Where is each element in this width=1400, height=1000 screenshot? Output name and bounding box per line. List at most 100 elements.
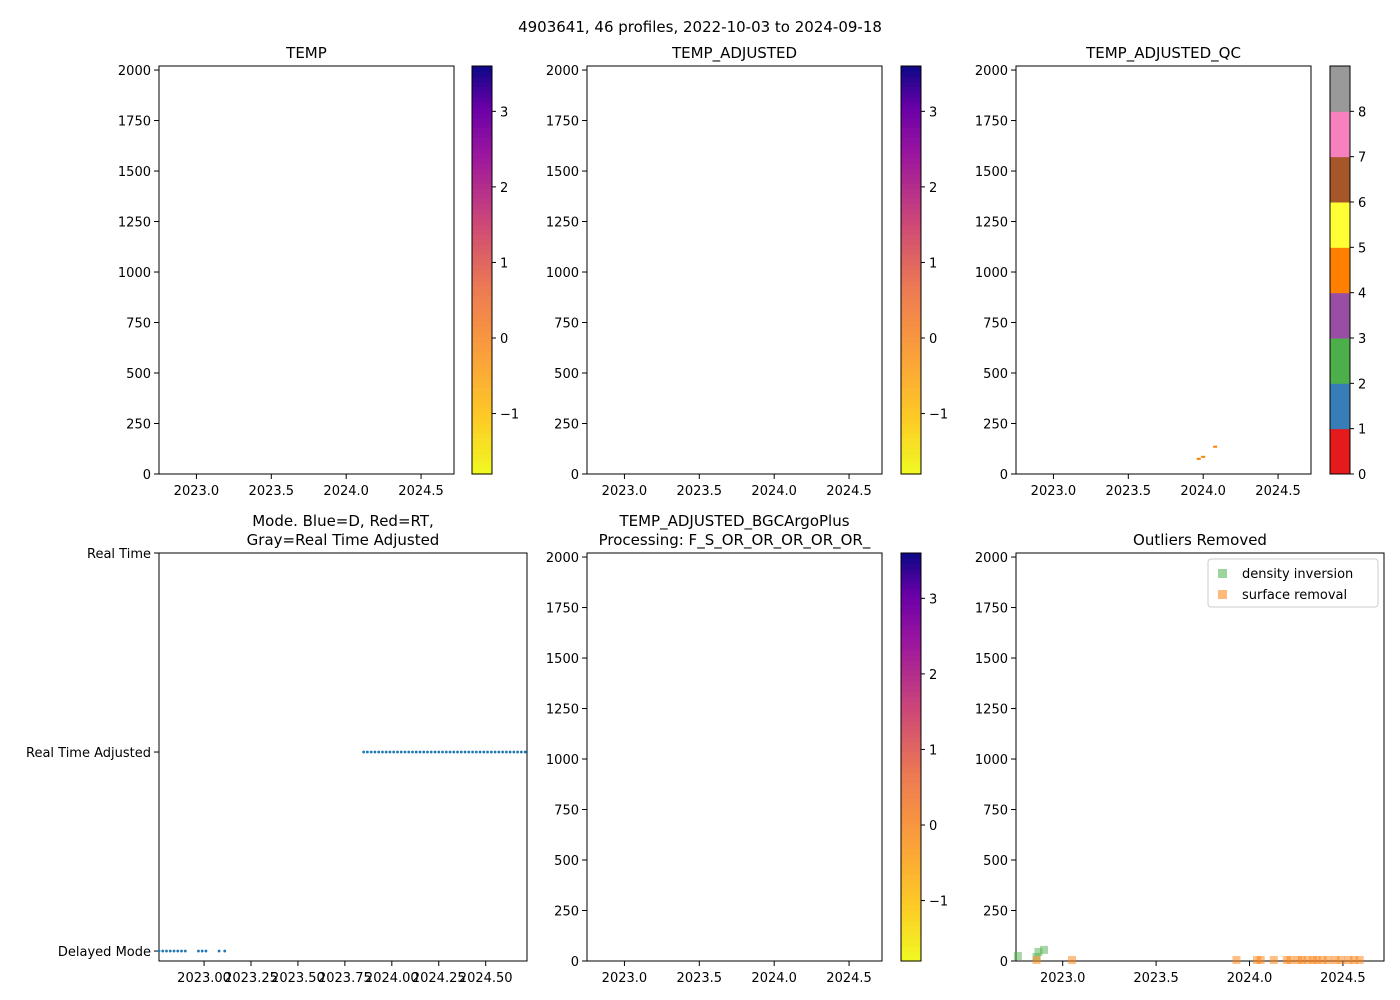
- y-tick-label: 1750: [118, 115, 151, 130]
- colorbar-segment: [472, 438, 492, 444]
- y-tick-label: 1250: [118, 216, 151, 231]
- colorbar-segment: [472, 157, 492, 164]
- colorbar-segment: [472, 448, 492, 455]
- colorbar-segment: [472, 259, 492, 266]
- colorbar-segment: [472, 305, 492, 312]
- colorbar-segment: [472, 81, 492, 87]
- colorbar-segment: [472, 122, 492, 128]
- colorbar-tick-label: 2: [500, 181, 508, 196]
- y-tick-label: 750: [126, 317, 151, 332]
- colorbar-segment: [472, 336, 492, 342]
- colorbar-segment: [472, 341, 492, 348]
- colorbar-segment: [472, 402, 492, 409]
- colorbar-segment: [472, 208, 492, 215]
- y-tick-label: 1000: [118, 266, 151, 281]
- colorbar-segment: [472, 270, 492, 276]
- colorbar-segment: [472, 142, 492, 149]
- colorbar-segment: [472, 127, 492, 133]
- y-tick-label: 0: [143, 468, 151, 483]
- colorbar-segment: [472, 428, 492, 434]
- x-tick-label: 2024.0: [323, 484, 369, 499]
- colorbar-segment: [472, 117, 492, 123]
- colorbar-segment: [472, 193, 492, 200]
- colorbar-frame: [471, 65, 493, 475]
- colorbar-segment: [472, 147, 492, 154]
- colorbar-segment: [472, 239, 492, 246]
- colorbar-segment: [472, 91, 492, 98]
- colorbar-segment: [472, 229, 492, 235]
- colorbar-segment: [472, 372, 492, 378]
- colorbar-segment: [472, 76, 492, 82]
- colorbar-segment: [472, 132, 492, 138]
- colorbar-segment: [472, 198, 492, 205]
- colorbar-segment: [472, 443, 492, 450]
- colorbar-tick-label: 1: [500, 256, 508, 271]
- colorbar-segment: [472, 254, 492, 261]
- y-tick-label: 250: [126, 418, 151, 433]
- colorbar-segment: [472, 351, 492, 358]
- colorbar-segment: [472, 183, 492, 189]
- colorbar-segment: [472, 300, 492, 307]
- colorbar-segment: [472, 86, 492, 93]
- x-tick-label: 2023.5: [249, 484, 295, 499]
- colorbar-segment: [472, 295, 492, 302]
- colorbar: −1 0 1 2 3: [471, 65, 519, 475]
- y-tick-label: 2000: [118, 64, 151, 79]
- colorbar-segment: [472, 382, 492, 388]
- colorbar-segment: [472, 366, 492, 373]
- colorbar-segment: [472, 433, 492, 439]
- panel-temp: 2023.0 2023.5 2024.0 2024.50250500750100012…: [118, 44, 519, 499]
- colorbar-segment: [472, 244, 492, 251]
- colorbar-tick-label: −1: [500, 408, 519, 423]
- y-tick-label: 500: [126, 367, 151, 382]
- colorbar-segment: [472, 111, 492, 118]
- colorbar-segment: [472, 71, 492, 77]
- colorbar-segment: [472, 188, 492, 195]
- colorbar-segment: [472, 219, 492, 225]
- colorbar-segment: [472, 137, 492, 144]
- colorbar-segment: [472, 326, 492, 332]
- axes-frame: [158, 65, 455, 475]
- colorbar-segment: [472, 101, 492, 108]
- colorbar-segment: [472, 453, 492, 460]
- colorbar-segment: [472, 178, 492, 184]
- colorbar-segment: [472, 458, 492, 465]
- colorbar-segment: [472, 234, 492, 240]
- colorbar-segment: [472, 96, 492, 103]
- colorbar-segment: [472, 407, 492, 414]
- colorbar-segment: [472, 321, 492, 327]
- colorbar-segment: [472, 377, 492, 383]
- colorbar-segment: [472, 315, 492, 322]
- colorbar-segment: [472, 397, 492, 404]
- colorbar-segment: [472, 168, 492, 174]
- colorbar-segment: [472, 264, 492, 271]
- x-tick-label: 2023.0: [174, 484, 220, 499]
- colorbar-tick-label: 3: [500, 105, 508, 120]
- colorbar-segment: [472, 463, 492, 470]
- colorbar-segment: [472, 423, 492, 429]
- colorbar-tick-label: 0: [500, 332, 508, 347]
- panel-temp_adj: 2023.0 2023.5 2024.0 2024.50250500750100012…: [546, 44, 948, 499]
- colorbar-segment: [472, 417, 492, 424]
- colorbar-segment: [472, 392, 492, 399]
- colorbar-segment: [472, 213, 492, 220]
- colorbar-segment: [472, 468, 492, 475]
- colorbar-segment: [472, 361, 492, 368]
- colorbar-segment: [472, 249, 492, 256]
- colorbar-segment: [472, 173, 492, 179]
- colorbar-segment: [472, 290, 492, 297]
- colorbar-segment: [472, 203, 492, 210]
- colorbar-segment: [472, 106, 492, 113]
- colorbar-segment: [472, 331, 492, 337]
- colorbar-segment: [472, 152, 492, 159]
- colorbar-segment: [472, 280, 492, 286]
- x-tick-label: 2024.5: [398, 484, 444, 499]
- colorbar-segment: [472, 356, 492, 363]
- colorbar-segment: [472, 387, 492, 393]
- y-tick-label: 1500: [118, 165, 151, 180]
- colorbar-segment: [472, 346, 492, 353]
- colorbar-segment: [472, 162, 492, 169]
- colorbar-segment: [472, 275, 492, 281]
- colorbar-segment: [472, 310, 492, 317]
